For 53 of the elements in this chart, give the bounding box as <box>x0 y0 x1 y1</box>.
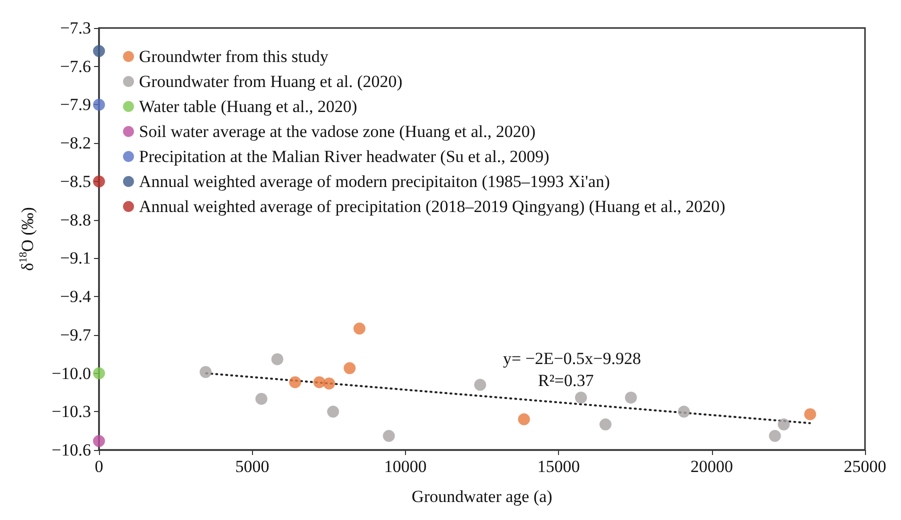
point <box>255 392 268 405</box>
legend-label: Groundwater from Huang et al. (2020) <box>139 72 402 91</box>
y-tick-label: −7.3 <box>60 18 91 38</box>
legend-label: Annual weighted average of modern precipitaiton (1985–1993 Xi'an) <box>139 172 610 191</box>
y-tick-label: −9.1 <box>60 248 91 268</box>
point <box>474 378 486 391</box>
y-axis-title: δ18O (‰) <box>18 207 37 271</box>
point <box>93 98 105 111</box>
point <box>289 376 302 388</box>
y-tick-label: −7.9 <box>60 95 91 114</box>
point <box>624 392 637 404</box>
point <box>93 45 105 58</box>
point <box>323 378 336 390</box>
point <box>353 322 366 335</box>
y-tick-label: −10.3 <box>52 402 91 422</box>
y-tick-label: −8.5 <box>60 172 91 191</box>
point <box>93 175 105 188</box>
x-tick-label: 10000 <box>384 457 427 476</box>
y-tick-label: −10.6 <box>52 440 91 460</box>
point <box>574 392 587 404</box>
point <box>93 367 105 380</box>
y-tick-label: −8.8 <box>60 210 91 230</box>
point <box>271 353 284 366</box>
annotation: y= −2E−0.5x−9.928 <box>503 349 641 368</box>
point <box>382 430 395 442</box>
legend-label: Water table (Huang et al., 2020) <box>139 97 358 116</box>
legend-label: Groundwter from this study <box>139 47 329 66</box>
point <box>804 408 816 420</box>
point <box>327 406 340 418</box>
point <box>313 376 326 388</box>
point <box>518 413 530 426</box>
y-tick-label: −10.0 <box>52 364 91 383</box>
legend-label: Soil water average at the vadose zone (Huang et al., 2020) <box>139 122 536 141</box>
point <box>678 406 690 418</box>
x-axis-title: Groundwater age (a) <box>412 487 552 506</box>
y-tick-label: −9.4 <box>60 287 92 306</box>
annotation: R²=0.37 <box>538 371 594 390</box>
point <box>768 430 781 442</box>
x-tick-label: 25000 <box>844 457 886 476</box>
legend-label: Precipitation at the Malian River headwater (Su et al., 2009) <box>139 147 550 166</box>
x-tick-label: 0 <box>94 457 104 476</box>
x-tick-label: 15000 <box>537 457 580 476</box>
point <box>778 418 790 430</box>
x-tick-label: 20000 <box>690 457 734 476</box>
y-tick-label: −7.6 <box>60 56 91 76</box>
legend-label: Annual weighted average of precipitation (2018–2019 Qingyang) (Huang et al., 2020) <box>139 197 726 216</box>
point <box>599 418 612 430</box>
y-tick-label: −9.7 <box>60 325 92 344</box>
point <box>344 362 356 374</box>
point <box>200 366 212 378</box>
y-tick-label: −8.2 <box>60 134 91 153</box>
x-tick-label: 5000 <box>235 457 270 476</box>
point <box>93 435 105 448</box>
